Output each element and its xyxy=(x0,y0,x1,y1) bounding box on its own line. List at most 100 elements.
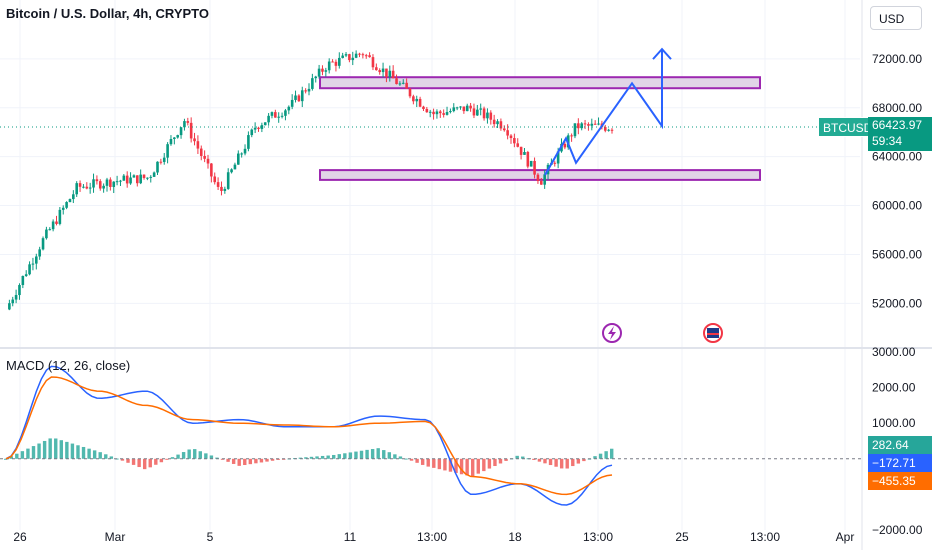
time-tick-label[interactable]: 25 xyxy=(675,530,689,544)
histogram-bar xyxy=(259,458,264,463)
histogram-bar xyxy=(554,458,558,467)
histogram-bar xyxy=(209,455,214,459)
time-axis-ticks[interactable]: 26 Mar 5 11 13:00 18 13:00 25 13:00 Apr xyxy=(13,530,854,544)
histogram-bar xyxy=(415,458,419,463)
candle-body xyxy=(237,153,240,165)
candle-body xyxy=(8,303,11,310)
histogram-bar xyxy=(348,452,353,459)
candle-body xyxy=(119,180,122,182)
candle-body xyxy=(610,129,614,131)
candle-body xyxy=(364,55,368,57)
time-tick-label[interactable]: 13:00 xyxy=(750,530,780,544)
price-tick-label[interactable]: 56000.00 xyxy=(872,247,922,261)
histogram-bar xyxy=(187,449,191,459)
candle-body xyxy=(398,83,402,85)
histogram-bar xyxy=(337,454,341,459)
macd-tick-label[interactable]: −2000.00 xyxy=(872,523,923,537)
candle-body xyxy=(492,119,496,125)
candle-body xyxy=(125,175,129,184)
candle-body xyxy=(210,163,213,177)
histogram-bar xyxy=(243,458,247,466)
candle-body xyxy=(290,99,294,107)
macd-indicator-label[interactable]: MACD (12, 26, close) xyxy=(6,358,131,373)
macd-tick-label[interactable]: 3000.00 xyxy=(872,345,916,359)
symbol-title[interactable]: Bitcoin / U.S. Dollar, 4h, CRYPTO xyxy=(6,6,209,21)
candle-body xyxy=(388,70,392,77)
candle-body xyxy=(132,175,136,178)
price-tick-label[interactable]: 52000.00 xyxy=(872,296,922,310)
time-tick-label[interactable]: Mar xyxy=(105,530,126,544)
candle-body xyxy=(533,160,536,175)
support-zone[interactable] xyxy=(319,169,761,181)
time-tick-label[interactable]: Apr xyxy=(836,530,855,544)
candle-body xyxy=(358,53,361,55)
candle-body xyxy=(563,143,567,148)
histogram-bar xyxy=(376,448,380,459)
projection-path[interactable] xyxy=(544,49,663,176)
histogram-bar xyxy=(198,451,202,459)
event-icons[interactable] xyxy=(602,323,723,343)
candle-body xyxy=(583,123,587,125)
candle-body xyxy=(418,98,422,107)
candle-body xyxy=(439,111,442,114)
candle-body xyxy=(469,105,472,109)
time-tick-label[interactable]: 5 xyxy=(207,530,214,544)
histogram-bar xyxy=(193,449,197,459)
currency-button[interactable]: USD xyxy=(870,6,922,30)
candle-body xyxy=(139,174,142,184)
macd-histogram xyxy=(4,438,614,477)
histogram-bar xyxy=(454,458,458,473)
candle-body xyxy=(247,135,250,149)
candle-body xyxy=(102,185,105,189)
histogram-bar xyxy=(404,458,408,460)
candle-body xyxy=(462,106,466,112)
histogram-bar xyxy=(76,445,80,459)
macd-tick-label[interactable]: 2000.00 xyxy=(872,381,916,395)
macd-value-tag: −172.71 xyxy=(868,454,932,472)
time-tick-label[interactable]: 13:00 xyxy=(583,530,613,544)
histogram-bar xyxy=(387,452,392,459)
price-tick-label[interactable]: 68000.00 xyxy=(872,101,922,115)
candle-body xyxy=(536,174,540,182)
candle-body xyxy=(378,70,381,73)
candle-body xyxy=(590,123,594,126)
candle-body xyxy=(415,98,419,102)
candle-body xyxy=(499,121,503,129)
candle-body xyxy=(344,54,348,56)
candle-body xyxy=(449,111,452,113)
histogram-bar xyxy=(571,458,575,467)
candle-body xyxy=(199,148,203,156)
histogram-bar xyxy=(465,458,469,476)
candle-body xyxy=(146,177,149,179)
time-tick-label[interactable]: 13:00 xyxy=(417,530,447,544)
candle-body xyxy=(506,130,509,136)
candle-body xyxy=(395,78,398,85)
candle-body xyxy=(489,112,493,120)
price-axis-ticks[interactable]: 72000.00 68000.00 64000.00 60000.00 56000.00… xyxy=(872,52,922,310)
price-tick-label[interactable]: 64000.00 xyxy=(872,150,922,164)
macd-tick-label[interactable]: 1000.00 xyxy=(872,416,916,430)
resistance-zone[interactable] xyxy=(319,76,761,90)
histogram-bar xyxy=(604,451,608,459)
candle-body xyxy=(105,179,109,186)
candle-body xyxy=(48,229,52,231)
histogram-bar xyxy=(109,456,114,459)
candle-body xyxy=(479,108,482,110)
time-tick-label[interactable]: 11 xyxy=(344,530,357,544)
candle-body xyxy=(220,186,223,191)
histogram-bar xyxy=(398,456,403,459)
histogram-bar xyxy=(365,449,369,459)
time-tick-label[interactable]: 18 xyxy=(508,530,522,544)
candle-body xyxy=(297,95,301,102)
candle-body xyxy=(253,127,257,130)
macd-axis-ticks[interactable]: 3000.00 2000.00 1000.00 −2000.00 xyxy=(872,345,923,537)
zones[interactable] xyxy=(319,76,761,181)
time-tick-label[interactable]: 26 xyxy=(13,530,27,544)
candle-body xyxy=(179,127,183,136)
histogram-bar xyxy=(20,451,25,459)
candle-body xyxy=(243,148,247,154)
candle-body xyxy=(526,151,530,167)
price-tick-label[interactable]: 60000.00 xyxy=(872,199,922,213)
price-tick-label[interactable]: 72000.00 xyxy=(872,52,922,66)
